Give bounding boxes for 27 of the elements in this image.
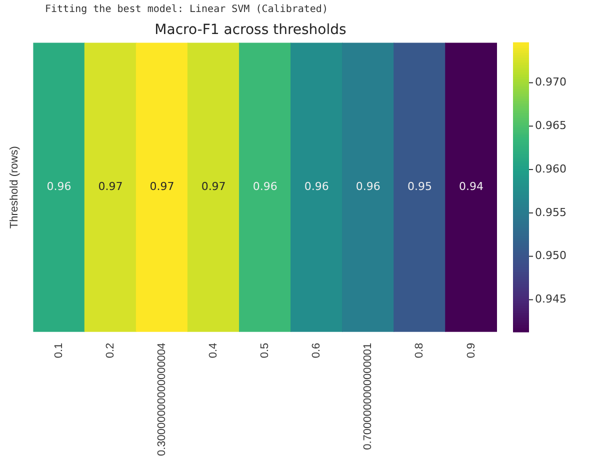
data-label: 0.96: [46, 180, 72, 194]
data-label: 0.96: [304, 180, 329, 194]
color-bar-label: 0.965: [535, 118, 566, 132]
y-axis-title: Threshold (rows): [8, 146, 21, 229]
x-tick-label: 0.2: [104, 342, 117, 358]
x-tick-label: 0.6: [310, 342, 323, 358]
text: Fitting the best model: Linear SVM (Calibrated): [44, 3, 329, 17]
x-tick-label: 0.1: [53, 342, 65, 358]
color-bar-label: 0.970: [535, 76, 566, 89]
x-tick-label: 0.4: [208, 342, 220, 358]
color-bar-label: 0.955: [535, 206, 566, 219]
x-tick-label: 0.7000000000000001: [362, 342, 374, 450]
color-bar-label: 0.945: [535, 292, 566, 306]
x-tick-label: 0.8: [414, 342, 426, 358]
data-label: 0.96: [356, 180, 380, 194]
data-label: 0.95: [407, 180, 432, 194]
color-bar-label: 0.950: [535, 249, 566, 262]
data-label: 0.97: [98, 180, 123, 194]
x-tick-label: 0.9: [465, 342, 478, 358]
data-label: 0.96: [252, 180, 278, 194]
x-tick-label: 0.5: [259, 342, 272, 358]
chart-title: Macro-F1 across thresholds: [154, 22, 346, 38]
data-label: 0.97: [201, 180, 226, 194]
data-label: 0.94: [458, 180, 484, 194]
data-label: 0.97: [150, 180, 174, 194]
color-bar-label: 0.960: [535, 162, 566, 176]
x-tick-label: 0.30000000000000004: [156, 342, 168, 456]
